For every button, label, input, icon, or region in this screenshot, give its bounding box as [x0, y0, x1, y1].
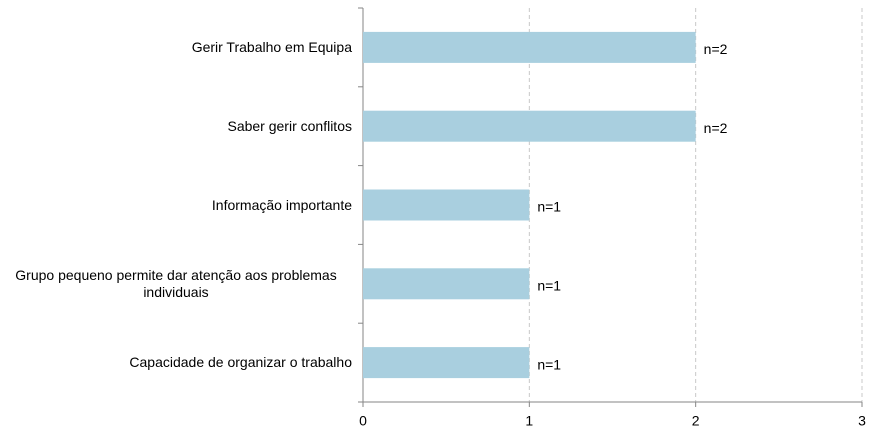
y-tick-label: Grupo pequeno permite dar atenção aos pr…: [15, 266, 337, 300]
y-tick-label: Informação importante: [211, 196, 352, 213]
x-tick-label: 2: [692, 413, 700, 429]
x-tick-label: 3: [858, 413, 866, 429]
bar: [363, 31, 696, 63]
data-label: n=2: [704, 41, 728, 57]
x-tick-label: 1: [525, 413, 533, 429]
bar: [363, 268, 530, 300]
bar: [363, 110, 696, 142]
y-tick-label-box: Grupo pequeno permite dar atenção aos pr…: [0, 254, 352, 314]
data-label: n=1: [537, 199, 561, 215]
y-tick-label-box: Gerir Trabalho em Equipa: [0, 17, 352, 77]
data-label: n=2: [704, 120, 728, 136]
y-tick-label-box: Informação importante: [0, 175, 352, 235]
y-tick-label: Capacidade de organizar o trabalho: [129, 354, 352, 371]
y-tick-label-box: Saber gerir conflitos: [0, 96, 352, 156]
y-tick-label: Gerir Trabalho em Equipa: [191, 38, 352, 55]
x-tick-label: 0: [359, 413, 367, 429]
data-label: n=1: [537, 356, 561, 372]
y-tick-label: Saber gerir conflitos: [227, 117, 352, 134]
data-label: n=1: [537, 278, 561, 294]
y-tick-label-box: Capacidade de organizar o trabalho: [0, 333, 352, 393]
bar: [363, 189, 530, 221]
bar: [363, 347, 530, 379]
